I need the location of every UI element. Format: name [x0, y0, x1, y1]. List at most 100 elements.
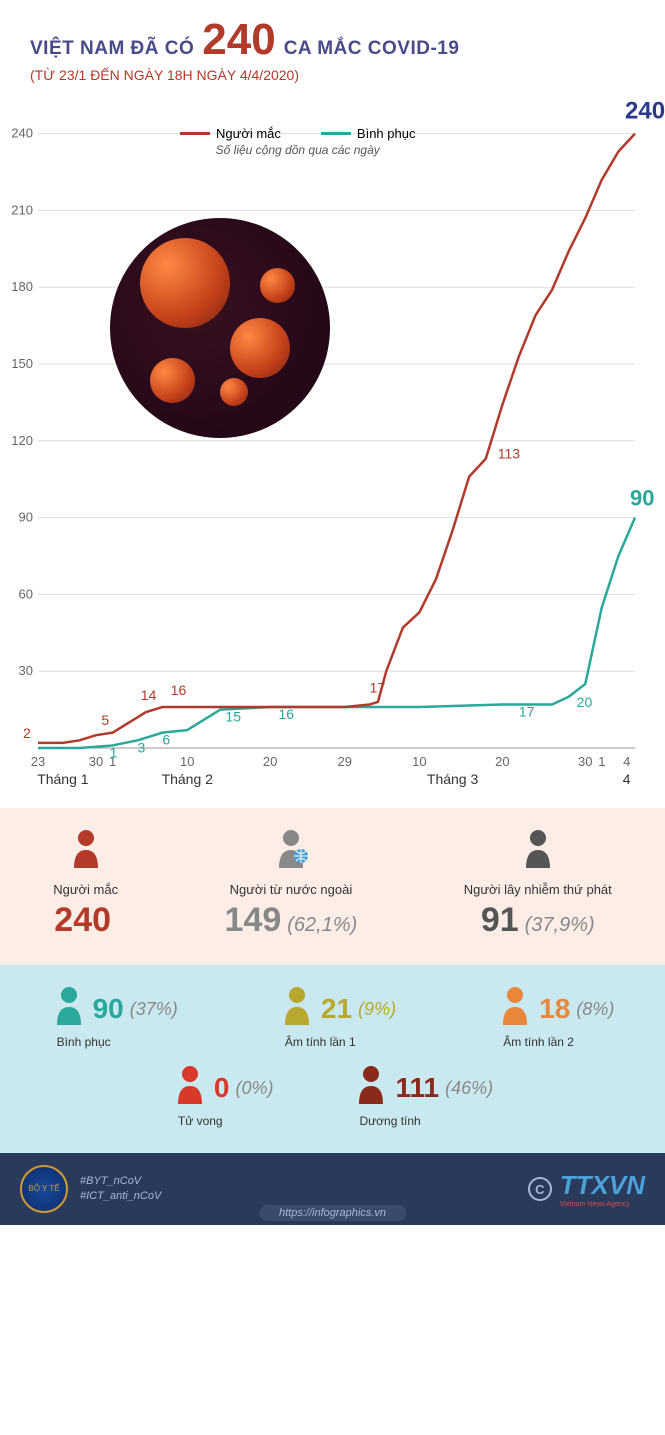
stat-block: 18 (8%) Âm tính lần 2 — [497, 985, 614, 1049]
svg-text:150: 150 — [11, 356, 33, 371]
person-icon — [464, 828, 612, 878]
stat-number: 90 — [93, 993, 124, 1025]
svg-text:17: 17 — [519, 703, 535, 719]
svg-text:240: 240 — [11, 126, 33, 141]
svg-text:113: 113 — [498, 446, 521, 462]
svg-text:30: 30 — [89, 754, 103, 769]
svg-text:1: 1 — [598, 754, 605, 769]
svg-text:60: 60 — [19, 586, 33, 601]
hashtag-1: #BYT_nCoV — [80, 1174, 161, 1189]
subtitle: (TỪ 23/1 ĐẾN NGÀY 18H NGÀY 4/4/2020) — [30, 67, 645, 83]
svg-text:10: 10 — [180, 754, 194, 769]
person-icon — [279, 985, 315, 1033]
person-icon — [497, 985, 533, 1033]
footer-url: https://infographics.vn — [259, 1205, 406, 1221]
stat-number: 240 — [54, 901, 111, 940]
stat-label: Dương tính — [359, 1114, 493, 1128]
stat-label: Bình phục — [57, 1035, 178, 1049]
svg-text:120: 120 — [11, 433, 33, 448]
svg-text:210: 210 — [11, 202, 33, 217]
svg-text:15: 15 — [225, 709, 241, 725]
stat-label: Âm tính lần 2 — [503, 1035, 614, 1049]
svg-text:23: 23 — [31, 754, 45, 769]
person-icon — [51, 985, 87, 1033]
agency-subtitle: Vietnam News Agency — [560, 1201, 645, 1208]
stat-block: 111 (46%) Dương tính — [353, 1064, 493, 1128]
stat-percent: (37%) — [130, 999, 178, 1020]
svg-text:4: 4 — [623, 754, 630, 769]
stat-percent: (0%) — [235, 1078, 273, 1099]
stat-number: 111 — [395, 1072, 439, 1104]
stat-number: 18 — [539, 993, 570, 1025]
legend-recovered: Bình phục — [321, 126, 416, 141]
virus-image — [110, 218, 330, 438]
svg-text:3: 3 — [138, 739, 146, 755]
svg-text:16: 16 — [278, 706, 294, 722]
stat-label: Người mắc — [53, 882, 118, 897]
stat-percent: (46%) — [445, 1078, 493, 1099]
header: VIỆT NAM ĐÃ CÓ 240 CA MẮC COVID-19 (TỪ 2… — [0, 0, 665, 88]
svg-text:20: 20 — [495, 754, 509, 769]
stat-label: Tử vong — [178, 1114, 274, 1128]
svg-text:30: 30 — [19, 663, 33, 678]
hashtags: #BYT_nCoV #ICT_anti_nCoV — [80, 1174, 161, 1205]
person-icon — [353, 1064, 389, 1112]
svg-text:2: 2 — [23, 725, 31, 741]
stat-percent: (62,1%) — [287, 914, 357, 937]
svg-text:180: 180 — [11, 279, 33, 294]
svg-text:30: 30 — [578, 754, 592, 769]
svg-text:20: 20 — [577, 694, 593, 710]
legend-subtitle: Số liệu cộng dồn qua các ngày — [180, 143, 415, 157]
ministry-seal-icon: BỘ Y TẾ — [20, 1165, 68, 1213]
agency-logo: TTXVN — [560, 1170, 645, 1200]
svg-text:Tháng 1: Tháng 1 — [37, 771, 89, 787]
stat-block: 0 (0%) Tử vong — [172, 1064, 274, 1128]
stat-block: 90 (37%) Bình phục — [51, 985, 178, 1049]
stat-block: Người mắc 240 — [53, 828, 118, 940]
legend-recovered-label: Bình phục — [357, 126, 416, 141]
svg-text:Tháng 2: Tháng 2 — [162, 771, 214, 787]
stat-number: 149 — [225, 901, 282, 940]
stat-label: Người từ nước ngoài — [225, 882, 358, 897]
stat-block: 21 (9%) Âm tính lần 1 — [279, 985, 396, 1049]
person-icon — [225, 828, 358, 878]
title-post: CA MẮC COVID-19 — [284, 38, 460, 60]
stat-number: 0 — [214, 1072, 230, 1104]
svg-text:Tháng 3: Tháng 3 — [427, 771, 479, 787]
svg-text:29: 29 — [338, 754, 352, 769]
line-chart: 3060901201501802102402330110202910203014… — [0, 88, 665, 808]
svg-text:240: 240 — [625, 98, 665, 125]
title-number: 240 — [202, 15, 275, 65]
stat-label: Âm tính lần 1 — [285, 1035, 396, 1049]
infographic-container: VIỆT NAM ĐÃ CÓ 240 CA MẮC COVID-19 (TỪ 2… — [0, 0, 665, 1225]
stat-percent: (37,9%) — [525, 914, 595, 937]
title: VIỆT NAM ĐÃ CÓ 240 CA MẮC COVID-19 — [30, 15, 645, 65]
svg-text:90: 90 — [630, 486, 654, 511]
svg-text:4: 4 — [623, 771, 631, 787]
hashtag-2: #ICT_anti_nCoV — [80, 1189, 161, 1204]
svg-text:10: 10 — [412, 754, 426, 769]
legend-cases: Người mắc — [180, 126, 281, 141]
svg-text:20: 20 — [263, 754, 277, 769]
svg-text:17: 17 — [370, 679, 386, 695]
stat-percent: (9%) — [358, 999, 396, 1020]
stat-number: 21 — [321, 993, 352, 1025]
stat-label: Người lây nhiễm thứ phát — [464, 882, 612, 897]
footer: BỘ Y TẾ #BYT_nCoV #ICT_anti_nCoV https:/… — [0, 1153, 665, 1225]
legend-cases-label: Người mắc — [216, 126, 281, 141]
svg-text:90: 90 — [19, 510, 33, 525]
title-pre: VIỆT NAM ĐÃ CÓ — [30, 38, 194, 60]
svg-text:1: 1 — [110, 744, 118, 760]
stat-block: Người lây nhiễm thứ phát 91 (37,9%) — [464, 828, 612, 940]
stat-number: 91 — [481, 901, 519, 940]
chart-svg: 3060901201501802102402330110202910203014… — [0, 88, 665, 808]
stats-top-panel: Người mắc 240 Người từ nước ngoài 149 (6… — [0, 808, 665, 965]
stats-bottom-panel: 90 (37%) Bình phục 21 (9%) Âm tính lần 1… — [0, 965, 665, 1153]
svg-text:14: 14 — [141, 687, 157, 703]
copyright-icon: C — [528, 1177, 552, 1201]
person-icon — [53, 828, 118, 878]
svg-text:5: 5 — [101, 712, 109, 728]
person-icon — [172, 1064, 208, 1112]
svg-text:6: 6 — [162, 732, 170, 748]
legend: Người mắc Bình phục Số liệu cộng dồn qua… — [180, 126, 415, 157]
